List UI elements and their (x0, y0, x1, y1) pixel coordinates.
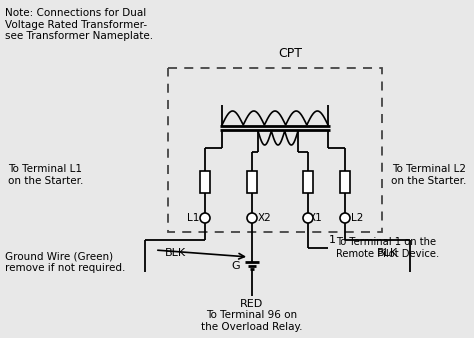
Text: L2: L2 (351, 213, 364, 223)
Text: Ground Wire (Green)
remove if not required.: Ground Wire (Green) remove if not requir… (5, 251, 126, 273)
Circle shape (340, 213, 350, 223)
Bar (168, 68, 382, 232)
Text: BLK: BLK (164, 248, 185, 258)
Circle shape (247, 213, 257, 223)
Bar (247, 171, 257, 193)
Bar (303, 171, 313, 193)
Text: 1: 1 (329, 235, 336, 245)
Circle shape (200, 213, 210, 223)
Text: To Terminal L1
on the Starter.: To Terminal L1 on the Starter. (8, 164, 83, 186)
Bar (340, 171, 350, 193)
Text: To Terminal L2
on the Starter.: To Terminal L2 on the Starter. (391, 164, 466, 186)
Text: G: G (231, 261, 240, 271)
Text: RED: RED (240, 299, 264, 309)
Text: X1: X1 (309, 213, 323, 223)
Text: CPT: CPT (278, 47, 302, 60)
Text: BLK: BLK (377, 248, 398, 258)
Text: To Terminal 1 on the
Remote Pilot Device.: To Terminal 1 on the Remote Pilot Device… (336, 237, 439, 259)
Text: L1: L1 (187, 213, 199, 223)
Bar (200, 171, 210, 193)
Text: X2: X2 (258, 213, 272, 223)
Circle shape (303, 213, 313, 223)
Text: To Terminal 96 on
the Overload Relay.: To Terminal 96 on the Overload Relay. (201, 310, 303, 332)
Text: Note: Connections for Dual
Voltage Rated Transformer-
see Transformer Nameplate.: Note: Connections for Dual Voltage Rated… (5, 8, 153, 41)
